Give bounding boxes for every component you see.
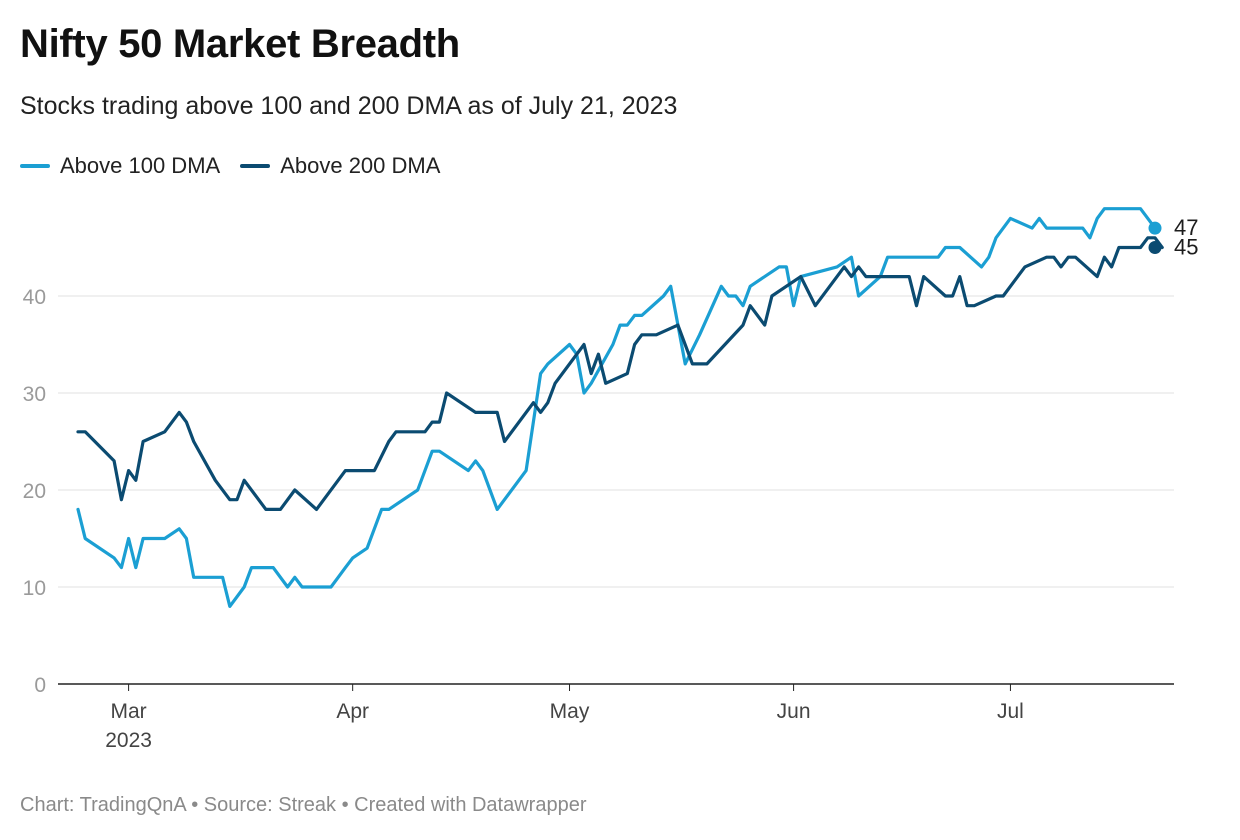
chart-subtitle: Stocks trading above 100 and 200 DMA as … (20, 92, 678, 120)
x-tick-label-jul: Jul (997, 700, 1024, 723)
end-label-above-200-dma: 45 (1174, 235, 1198, 260)
series-line-above-100-dma (76, 207, 1157, 609)
legend-item-above-100-dma: Above 100 DMA (20, 153, 220, 179)
series-lines (76, 207, 1164, 609)
chart-legend: Above 100 DMA Above 200 DMA (20, 153, 460, 179)
x-tick-label-apr: Apr (336, 700, 369, 723)
y-tick-label-30: 30 (23, 383, 46, 406)
legend-swatch-above-200-dma (240, 164, 271, 168)
y-axis-ticks: 0 10 20 30 40 (23, 286, 46, 697)
series-line-above-200-dma (76, 236, 1164, 511)
x-axis: Mar 2023 Apr May Jun Jul (58, 683, 1174, 752)
y-tick-label-40: 40 (23, 286, 46, 309)
y-tick-label-0: 0 (34, 674, 46, 697)
x-tick-label-mar: Mar (111, 700, 147, 723)
end-marker-above-100-dma (1148, 221, 1162, 235)
x-tick-label-jun: Jun (777, 700, 811, 723)
y-tick-label-10: 10 (23, 577, 46, 600)
chart-title: Nifty 50 Market Breadth (20, 22, 460, 66)
end-label-above-100-dma: 47 (1174, 215, 1198, 240)
x-tick-sublabel-year: 2023 (105, 729, 152, 752)
chart-footer: Chart: TradingQnA • Source: Streak • Cre… (20, 794, 587, 816)
legend-item-above-200-dma: Above 200 DMA (240, 153, 440, 179)
y-tick-label-20: 20 (23, 480, 46, 503)
x-tick-label-may: May (550, 700, 590, 723)
end-marker-above-200-dma (1148, 241, 1162, 254)
legend-label-above-200-dma: Above 200 DMA (280, 153, 441, 178)
legend-swatch-above-100-dma (20, 164, 50, 168)
legend-label-above-100-dma: Above 100 DMA (60, 153, 221, 178)
